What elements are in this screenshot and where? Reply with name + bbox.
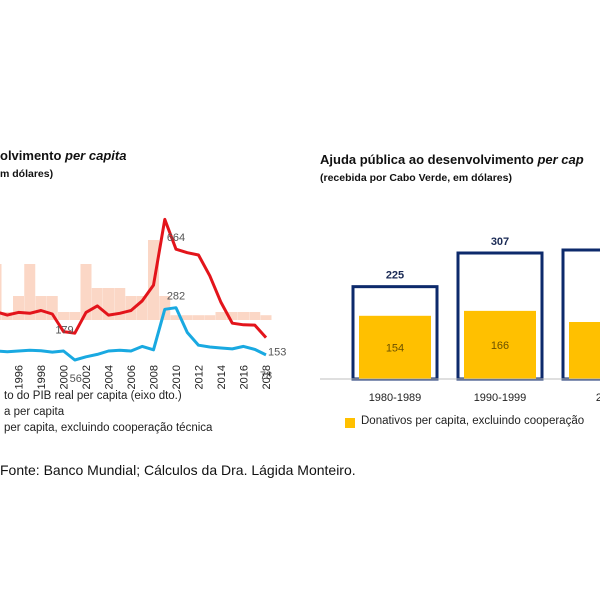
growth-bar xyxy=(170,315,182,320)
growth-bar xyxy=(193,315,204,320)
data-label: 664 xyxy=(167,232,185,244)
grants-bar xyxy=(464,310,536,379)
growth-bar xyxy=(226,312,238,320)
data-label: 179 xyxy=(55,325,73,337)
grants-bar xyxy=(569,322,600,379)
grants-line xyxy=(0,306,267,362)
x-tick-label: 1998 xyxy=(36,365,48,389)
x-tick-label: 2004 xyxy=(104,365,116,389)
x-tick-label: 1996 xyxy=(14,365,26,389)
growth-bar xyxy=(125,296,137,320)
category-label: 1990-1999 xyxy=(474,392,527,404)
category-label: 200 xyxy=(596,392,600,404)
growth-bar xyxy=(204,315,216,320)
x-tick-label: 2000 xyxy=(59,365,71,389)
growth-bar xyxy=(136,296,148,320)
left-chart-plot: 664 153 179 282 56 78 94 1996 1998 2000 2002 2004 20… xyxy=(0,217,286,389)
source-note: Fonte: Banco Mundial; Cálculos da Dra. L… xyxy=(0,462,356,478)
growth-bar xyxy=(58,312,69,320)
total-aid-label: 307 xyxy=(491,236,509,248)
grants-label: 154 xyxy=(386,342,404,354)
category-label: 1980-1989 xyxy=(369,392,422,404)
x-tick-label: 2014 xyxy=(216,365,228,389)
x-tick-label: 2008 xyxy=(149,365,161,389)
grants-bar xyxy=(359,315,431,379)
left-chart-title: olvimento per capita xyxy=(0,148,127,163)
growth-bar xyxy=(249,312,261,320)
growth-bar xyxy=(215,312,227,320)
x-tick-label: 2018 xyxy=(261,365,273,389)
left-legend-item-2: a per capita xyxy=(4,406,65,418)
left-legend-item-1: to do PIB real per capita (eixo dto.) xyxy=(4,390,182,402)
growth-bar xyxy=(46,296,58,320)
total-aid-bar xyxy=(561,248,600,381)
growth-bar xyxy=(103,288,114,320)
growth-bar xyxy=(0,264,2,320)
x-tick-label: 2010 xyxy=(171,365,183,389)
data-label: 78 xyxy=(260,370,272,382)
growth-bar xyxy=(24,264,36,320)
left-chart-subtitle: m dólares) xyxy=(0,168,54,180)
growth-bar xyxy=(91,288,103,320)
growth-bar xyxy=(69,312,81,320)
growth-bar xyxy=(35,296,47,320)
growth-bar xyxy=(114,288,126,320)
right-legend-item: Donativos per capita, excluindo cooperaç… xyxy=(361,415,585,427)
right-chart-subtitle: (recebida por Cabo Verde, em dólares) xyxy=(320,172,512,184)
x-tick-label: 94 xyxy=(0,365,3,377)
data-label: 282 xyxy=(167,291,185,303)
growth-bar xyxy=(260,315,272,320)
left-legend-item-3: per capita, excluindo cooperação técnica xyxy=(4,422,213,434)
total-aid-line xyxy=(0,217,268,339)
x-tick-label: 2006 xyxy=(126,365,138,389)
right-legend-swatch xyxy=(345,418,355,428)
growth-bar xyxy=(13,296,24,320)
x-tick-label: 2002 xyxy=(81,365,93,389)
x-tick-label: 2012 xyxy=(194,365,206,389)
right-chart-title: Ajuda pública ao desenvolvimento per cap xyxy=(320,152,584,167)
right-chart-plot: 225 154 1980-1989 307 166 1990-1999 200 xyxy=(320,236,600,404)
grants-label: 166 xyxy=(491,340,509,352)
growth-bar xyxy=(181,315,193,320)
growth-bar xyxy=(238,312,249,320)
data-label: 56 xyxy=(70,373,82,385)
total-aid-label: 225 xyxy=(386,270,404,282)
x-tick-label: 2016 xyxy=(239,365,251,389)
growth-bar xyxy=(80,264,92,320)
data-label: 153 xyxy=(268,347,286,359)
